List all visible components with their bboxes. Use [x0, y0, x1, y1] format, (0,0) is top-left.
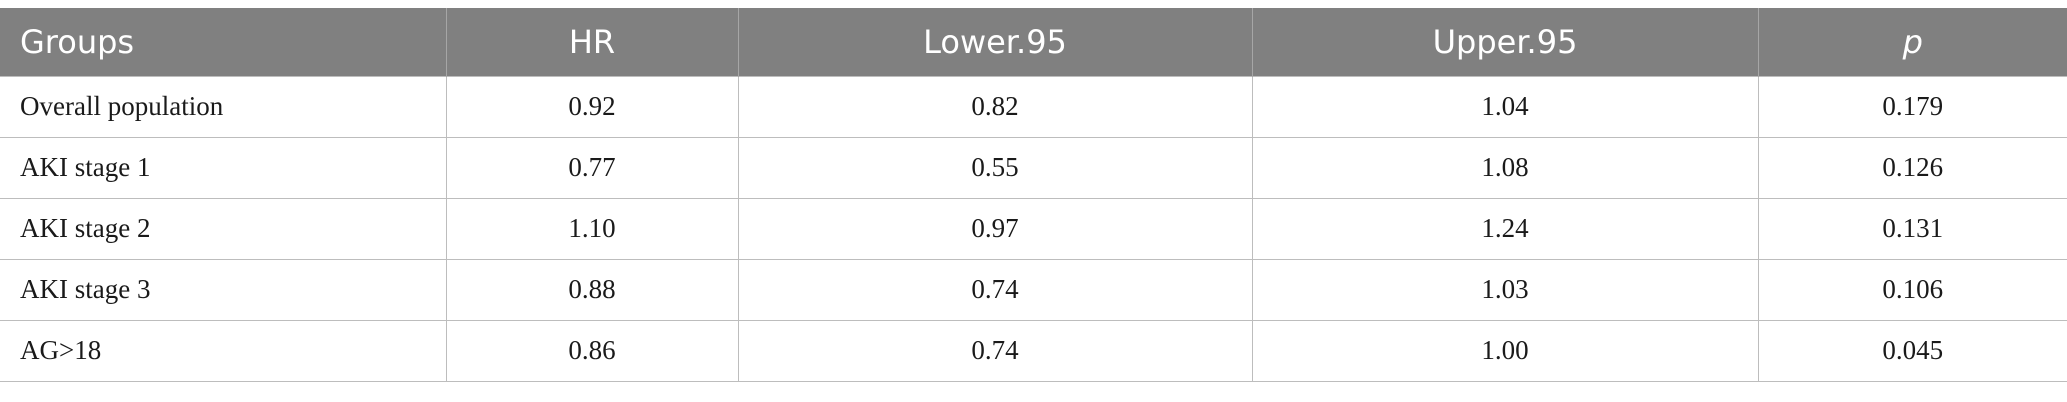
table-row: AKI stage 1 0.77 0.55 1.08 0.126 [0, 136, 2067, 199]
header-upper-95: Upper.95 [1251, 8, 1759, 76]
cell-p-value: 0.126 [1757, 136, 2067, 199]
table-row: Overall population 0.92 0.82 1.04 0.179 [0, 75, 2067, 138]
results-table-container: Groups HR Lower.95 Upper.95 p Overall po… [0, 8, 2067, 382]
cell-hr: 1.10 [445, 197, 739, 260]
cell-lower-95: 0.74 [737, 319, 1253, 382]
cell-hr: 0.86 [445, 319, 739, 382]
cell-upper-95: 1.00 [1251, 319, 1759, 382]
hazard-ratio-table: Groups HR Lower.95 Upper.95 p Overall po… [0, 8, 2067, 382]
cell-group: AKI stage 1 [0, 136, 447, 199]
header-groups: Groups [0, 8, 447, 76]
table-row: AG>18 0.86 0.74 1.00 0.045 [0, 319, 2067, 382]
cell-hr: 0.88 [445, 258, 739, 321]
header-hr: HR [445, 8, 739, 76]
cell-lower-95: 0.97 [737, 197, 1253, 260]
cell-group: AKI stage 3 [0, 258, 447, 321]
cell-p-value: 0.131 [1757, 197, 2067, 260]
cell-p-value: 0.179 [1757, 75, 2067, 138]
cell-p-value: 0.106 [1757, 258, 2067, 321]
table-row: AKI stage 2 1.10 0.97 1.24 0.131 [0, 197, 2067, 260]
header-p-value: p [1757, 8, 2067, 76]
table-row: AKI stage 3 0.88 0.74 1.03 0.106 [0, 258, 2067, 321]
cell-hr: 0.92 [445, 75, 739, 138]
cell-upper-95: 1.04 [1251, 75, 1759, 138]
cell-group: Overall population [0, 75, 447, 138]
cell-lower-95: 0.55 [737, 136, 1253, 199]
cell-hr: 0.77 [445, 136, 739, 199]
table-header: Groups HR Lower.95 Upper.95 p [0, 8, 2067, 76]
cell-p-value: 0.045 [1757, 319, 2067, 382]
cell-group: AKI stage 2 [0, 197, 447, 260]
cell-upper-95: 1.08 [1251, 136, 1759, 199]
header-row: Groups HR Lower.95 Upper.95 p [0, 8, 2067, 76]
cell-upper-95: 1.24 [1251, 197, 1759, 260]
table-body: Overall population 0.92 0.82 1.04 0.179 … [0, 75, 2067, 382]
cell-lower-95: 0.74 [737, 258, 1253, 321]
cell-lower-95: 0.82 [737, 75, 1253, 138]
cell-group: AG>18 [0, 319, 447, 382]
cell-upper-95: 1.03 [1251, 258, 1759, 321]
header-lower-95: Lower.95 [737, 8, 1253, 76]
